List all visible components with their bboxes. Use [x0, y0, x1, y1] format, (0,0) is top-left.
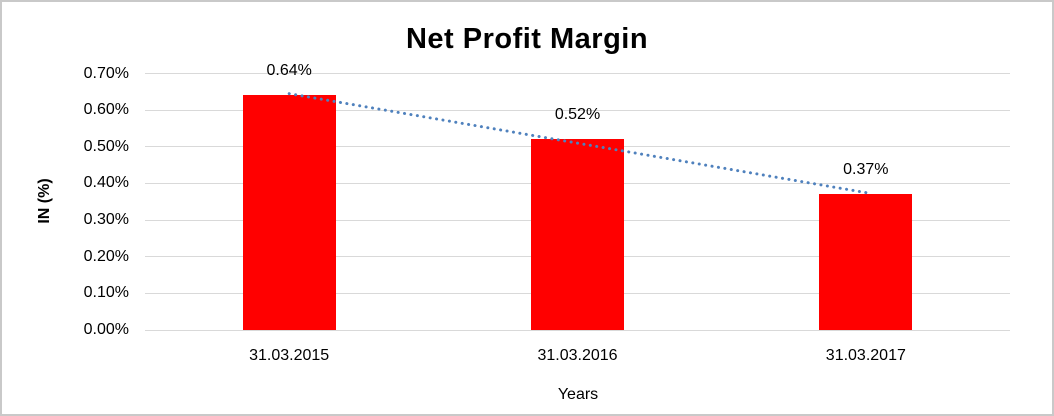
y-tick-label: 0.70%: [83, 64, 129, 82]
gridline: [145, 329, 1010, 331]
y-tick-label: 0.00%: [83, 321, 129, 338]
x-category-label: 31.03.2017: [825, 347, 906, 364]
y-tick-label: 0.20%: [83, 247, 129, 265]
x-category-label: 31.03.2016: [537, 347, 618, 364]
bar-data-label: 0.64%: [266, 62, 312, 80]
bar: [819, 194, 913, 330]
bar: [531, 139, 624, 330]
chart-title: Net Profit Margin: [405, 23, 649, 55]
gridline: [145, 73, 1010, 74]
y-tick-label: 0.60%: [83, 101, 129, 119]
x-category-label: 31.03.2015: [249, 347, 330, 364]
bar-data-label: 0.52%: [554, 106, 601, 124]
y-tick-label: 0.30%: [83, 211, 129, 229]
x-axis-title: Years: [557, 386, 599, 403]
y-tick-label: 0.10%: [83, 284, 129, 302]
bar-data-label: 0.37%: [843, 161, 889, 179]
y-tick-label: 0.40%: [83, 174, 129, 192]
y-tick-label: 0.50%: [83, 137, 129, 155]
bar: [242, 95, 336, 330]
